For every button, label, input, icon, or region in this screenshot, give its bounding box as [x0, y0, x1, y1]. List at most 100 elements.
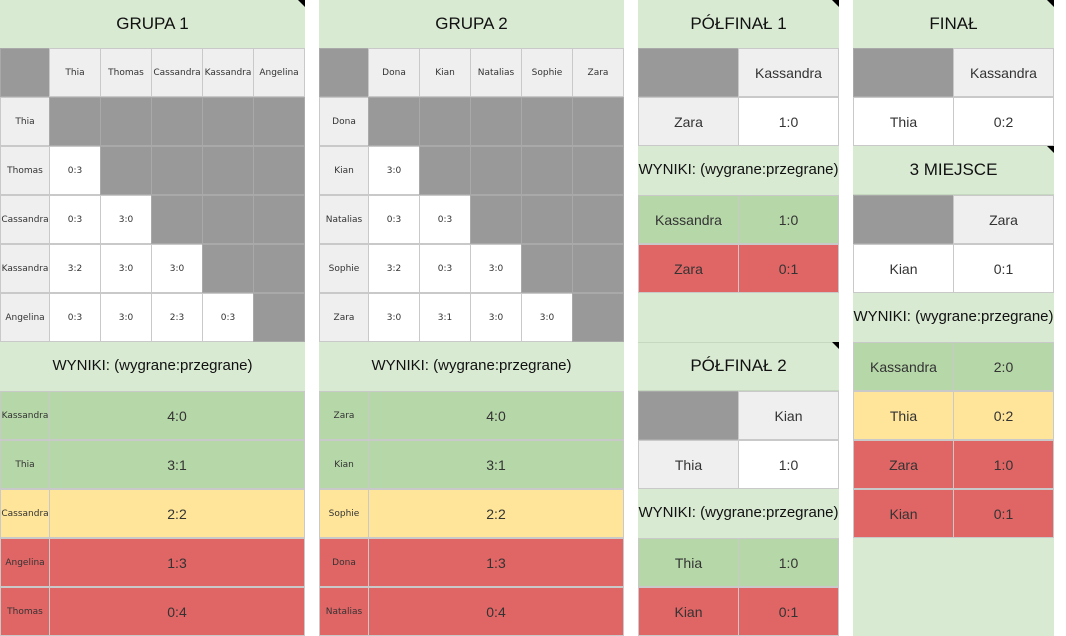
group2-row-header: Zara	[319, 293, 369, 342]
group2-score-cell: 3:2	[368, 244, 420, 293]
group2-result-name: Dona	[319, 538, 369, 587]
group1-result-score: 0:4	[49, 587, 305, 636]
group2-blocked-cell	[419, 97, 471, 146]
group1-row-header: Thomas	[0, 146, 50, 195]
group2-blocked-cell	[470, 146, 522, 195]
group2-row-header: Natalias	[319, 195, 369, 244]
group2-row-header: Kian	[319, 146, 369, 195]
group1-result-name: Angelina	[0, 538, 50, 587]
group2-col-header: Kian	[419, 48, 471, 97]
group2-result-name: Natalias	[319, 587, 369, 636]
group1-blocked-cell	[151, 195, 203, 244]
group1-col-header: Kassandra	[202, 48, 254, 97]
group2-blocked-cell	[572, 146, 624, 195]
third_place-result-name: Kassandra	[853, 342, 954, 391]
group2-blocked-cell	[521, 244, 573, 293]
group1-row-header: Angelina	[0, 293, 50, 342]
group1-blocked-cell	[202, 97, 254, 146]
semifinal2-corner	[638, 391, 739, 440]
group1-blocked-cell	[253, 195, 305, 244]
group1-blocked-cell	[202, 195, 254, 244]
group2-col-header: Dona	[368, 48, 420, 97]
third_place-result-score: 0:1	[953, 489, 1054, 538]
group2-score-cell: 3:0	[368, 293, 420, 342]
group2-score-cell: 0:3	[419, 195, 471, 244]
spacer	[638, 293, 839, 343]
group2-score-cell: 3:1	[419, 293, 471, 342]
group1-score-cell: 0:3	[202, 293, 254, 342]
group1-blocked-cell	[202, 146, 254, 195]
group1-result-score: 2:2	[49, 489, 305, 538]
group1-score-cell: 3:0	[100, 293, 152, 342]
group1-score-cell: 3:0	[100, 195, 152, 244]
semifinal1-corner	[638, 48, 739, 97]
final-score: 0:2	[953, 97, 1054, 146]
third_place-result-name: Kian	[853, 489, 954, 538]
semifinal1-result-score: 1:0	[738, 195, 839, 244]
third-place-corner	[853, 195, 954, 244]
final-panel: FINAŁ Kassandra Thia 0:2 3 MIEJSCE Zara …	[853, 0, 1054, 636]
third-place-row-player: Kian	[853, 244, 954, 293]
group1-blocked-cell	[151, 97, 203, 146]
group1-blocked-cell	[100, 97, 152, 146]
group2-score-cell: 3:0	[470, 293, 522, 342]
group1-result-name: Kassandra	[0, 391, 50, 440]
group2-result-score: 4:0	[368, 391, 624, 440]
group2-blocked-cell	[521, 146, 573, 195]
group2-result-name: Sophie	[319, 489, 369, 538]
semifinal2-result-name: Kian	[638, 587, 739, 636]
group1-result-name: Cassandra	[0, 489, 50, 538]
group1-blocked-cell	[100, 146, 152, 195]
group2-blocked-cell	[521, 195, 573, 244]
semifinal1-result-score: 0:1	[738, 244, 839, 293]
semifinal2-title: PÓŁFINAŁ 2	[638, 342, 839, 391]
group2-result-name: Zara	[319, 391, 369, 440]
group2-blocked-cell	[521, 97, 573, 146]
comment-marker-icon	[1047, 146, 1054, 153]
group1-score-cell: 0:3	[49, 146, 101, 195]
group1-blocked-cell	[151, 146, 203, 195]
group2-col-header: Zara	[572, 48, 624, 97]
group2-corner	[319, 48, 369, 97]
group1-blocked-cell	[202, 244, 254, 293]
final-corner	[853, 48, 954, 97]
semifinal2-row-player: Thia	[638, 440, 739, 489]
group2-results-title: WYNIKI: (wygrane:przegrane)	[371, 357, 572, 374]
comment-marker-icon	[298, 0, 305, 7]
semifinal1-score: 1:0	[738, 97, 839, 146]
group2-row-header: Dona	[319, 97, 369, 146]
semifinal1-row-player: Zara	[638, 97, 739, 146]
group2-score-cell: 3:0	[470, 244, 522, 293]
third_place-result-score: 1:0	[953, 440, 1054, 489]
group2-col-header: Natalias	[470, 48, 522, 97]
group1-blocked-cell	[49, 97, 101, 146]
group1-results-title: WYNIKI: (wygrane:przegrane)	[52, 357, 253, 374]
group2-row-header: Sophie	[319, 244, 369, 293]
group1-blocked-cell	[253, 293, 305, 342]
group2-blocked-cell	[419, 146, 471, 195]
final-col-player: Kassandra	[953, 48, 1054, 97]
group2-blocked-cell	[572, 97, 624, 146]
group1-score-cell: 2:3	[151, 293, 203, 342]
semifinals-panel: PÓŁFINAŁ 1 Kassandra Zara 1:0 WYNIKI: (w…	[638, 0, 839, 636]
group2-score-cell: 0:3	[419, 244, 471, 293]
group1-corner	[0, 48, 50, 97]
group1-title: GRUPA 1	[0, 0, 305, 49]
group1-result-name: Thia	[0, 440, 50, 489]
group1-score-cell: 3:0	[151, 244, 203, 293]
semifinal2-col-player: Kian	[738, 391, 839, 440]
comment-marker-icon	[1047, 0, 1054, 7]
semifinal2-score: 1:0	[738, 440, 839, 489]
semifinal2-result-name: Thia	[638, 538, 739, 587]
final-results-title: WYNIKI: (wygrane:przegrane)	[853, 308, 1054, 325]
group1-row-header: Thia	[0, 97, 50, 146]
semifinal2-result-score: 1:0	[738, 538, 839, 587]
group2-col-header: Sophie	[521, 48, 573, 97]
group1-row-header: Cassandra	[0, 195, 50, 244]
group1-blocked-cell	[253, 146, 305, 195]
group2-title: GRUPA 2	[319, 0, 624, 49]
semifinal1-col-player: Kassandra	[738, 48, 839, 97]
group1-result-score: 3:1	[49, 440, 305, 489]
group1-panel: GRUPA 1 Thia Thomas Cassandra Kassandra Ange…	[0, 0, 305, 636]
group1-result-score: 1:3	[49, 538, 305, 587]
